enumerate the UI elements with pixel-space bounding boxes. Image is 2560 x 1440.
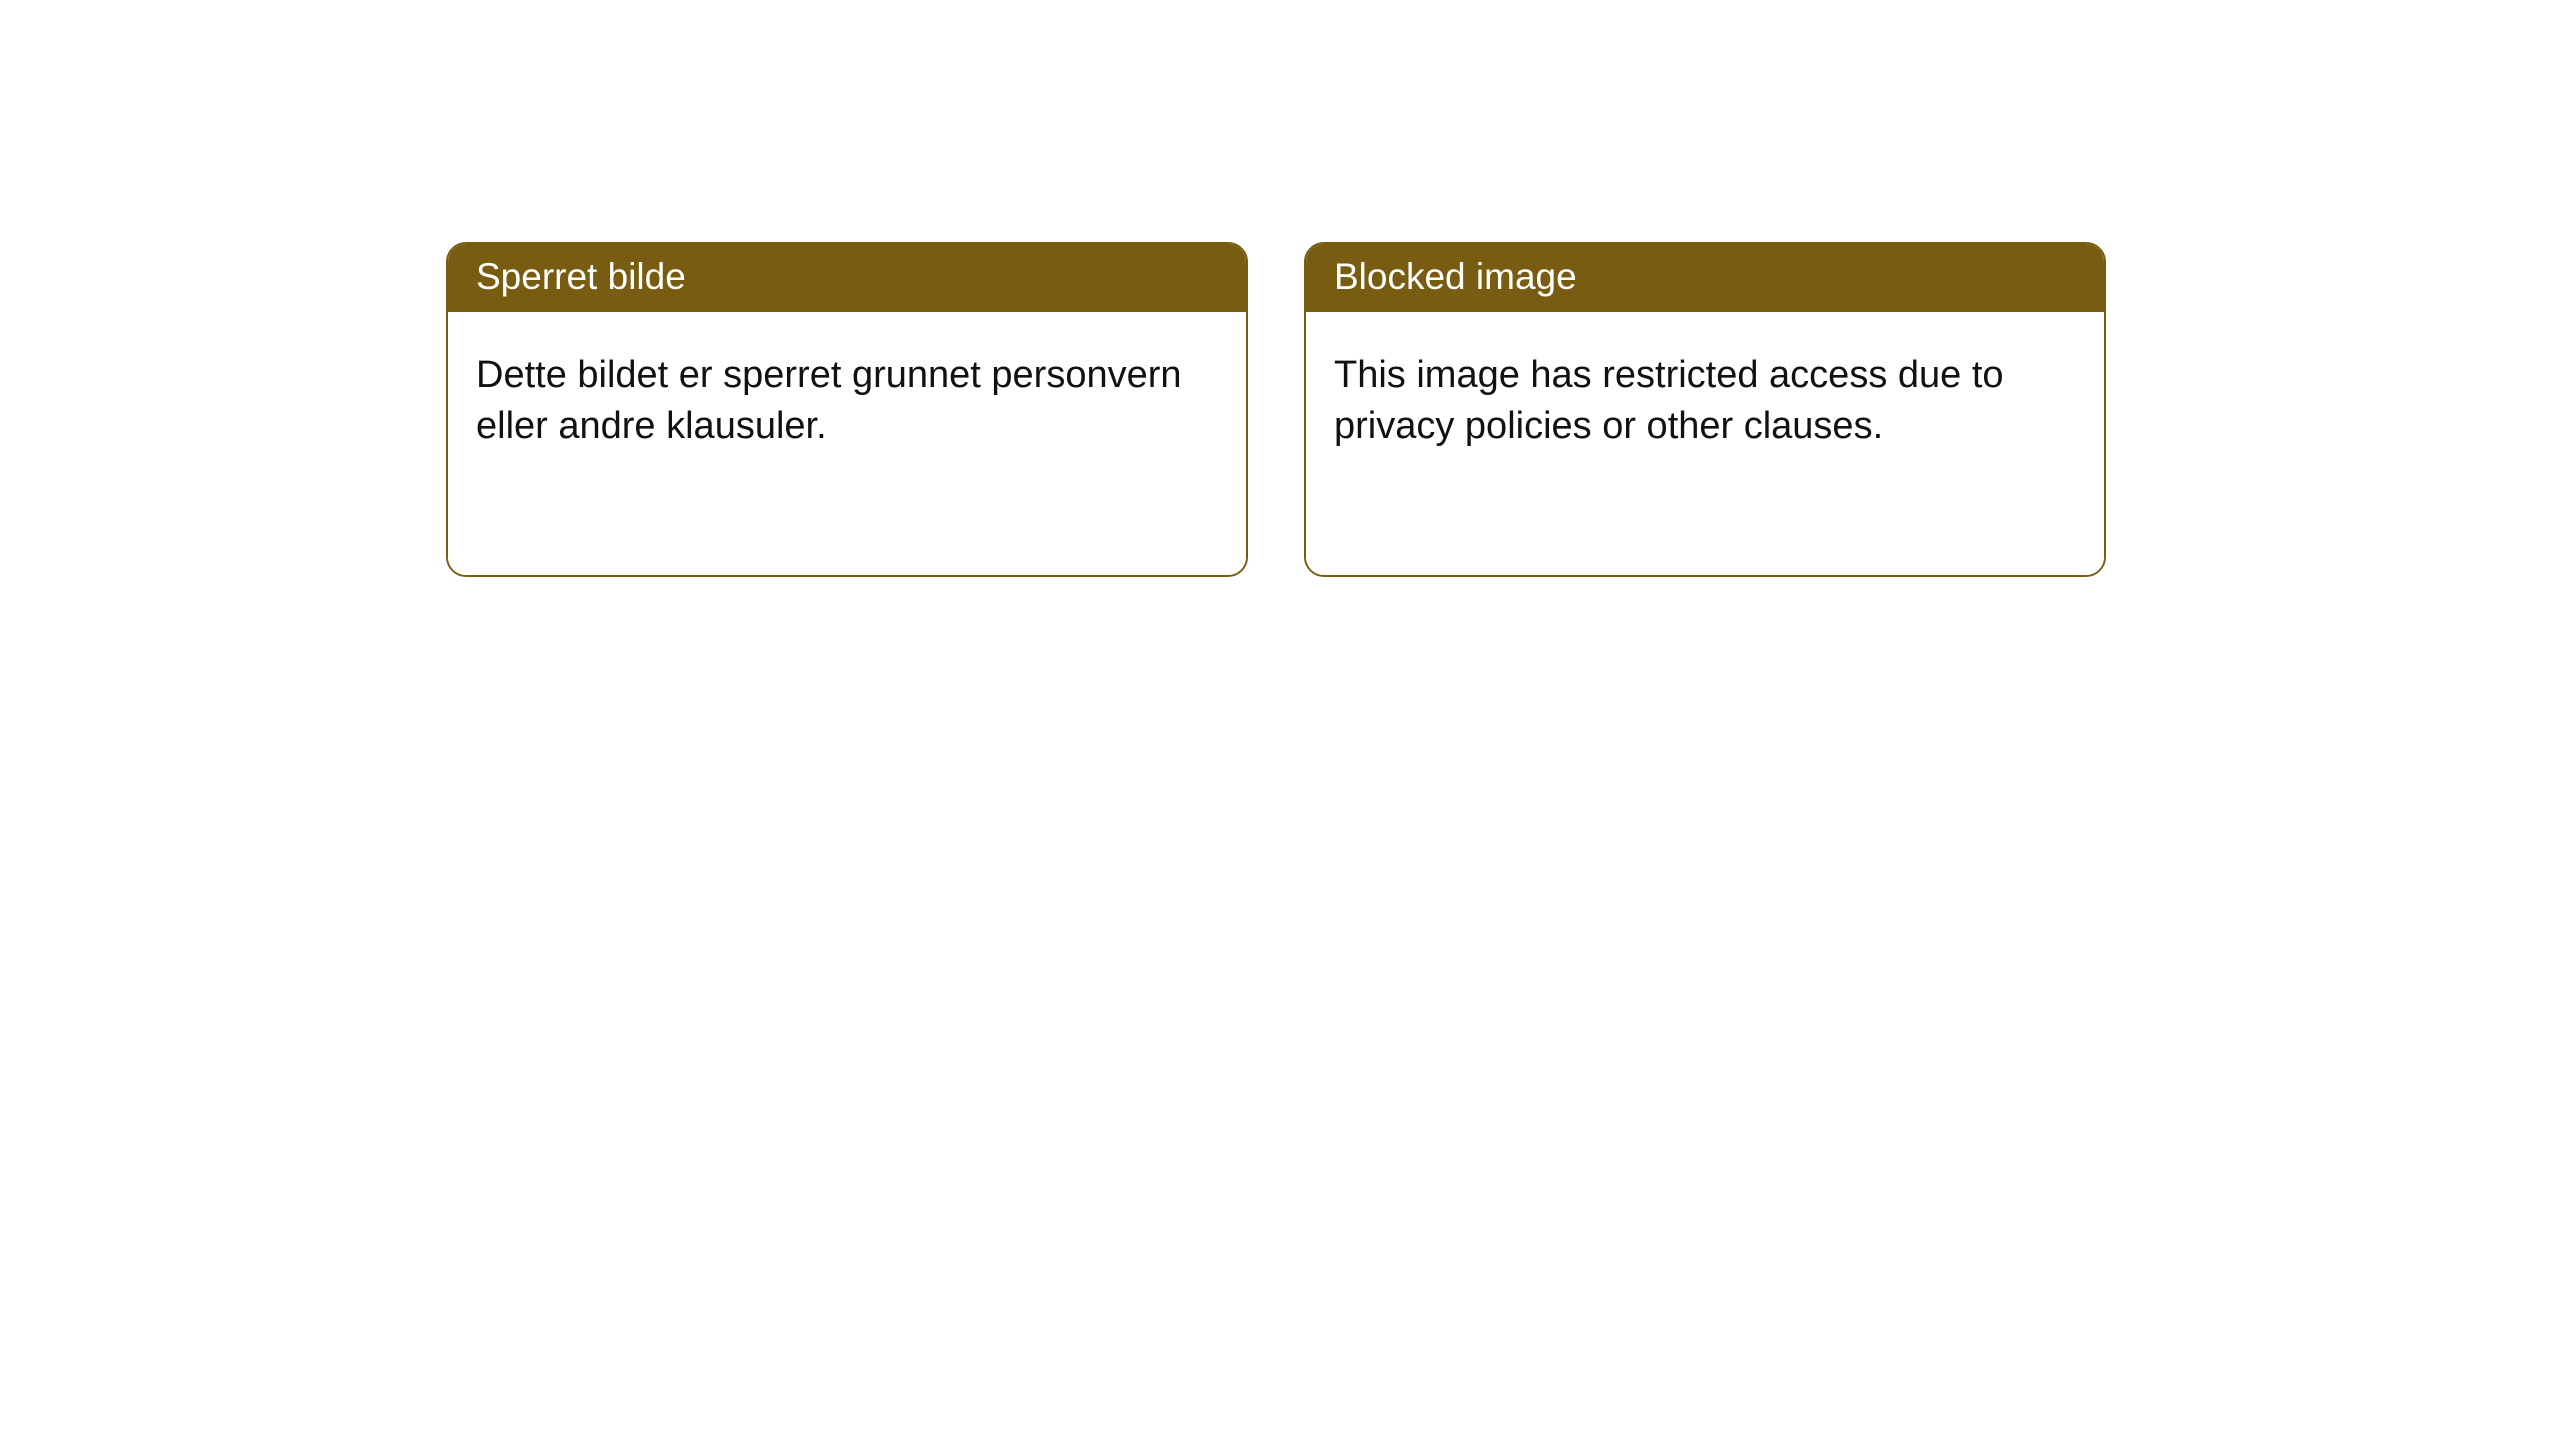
- notice-card-title: Sperret bilde: [448, 244, 1246, 312]
- notice-card-body: This image has restricted access due to …: [1306, 312, 2104, 575]
- notice-cards-container: Sperret bilde Dette bildet er sperret gr…: [0, 0, 2560, 577]
- notice-card-title: Blocked image: [1306, 244, 2104, 312]
- notice-card-english: Blocked image This image has restricted …: [1304, 242, 2106, 577]
- notice-card-body: Dette bildet er sperret grunnet personve…: [448, 312, 1246, 575]
- notice-card-norwegian: Sperret bilde Dette bildet er sperret gr…: [446, 242, 1248, 577]
